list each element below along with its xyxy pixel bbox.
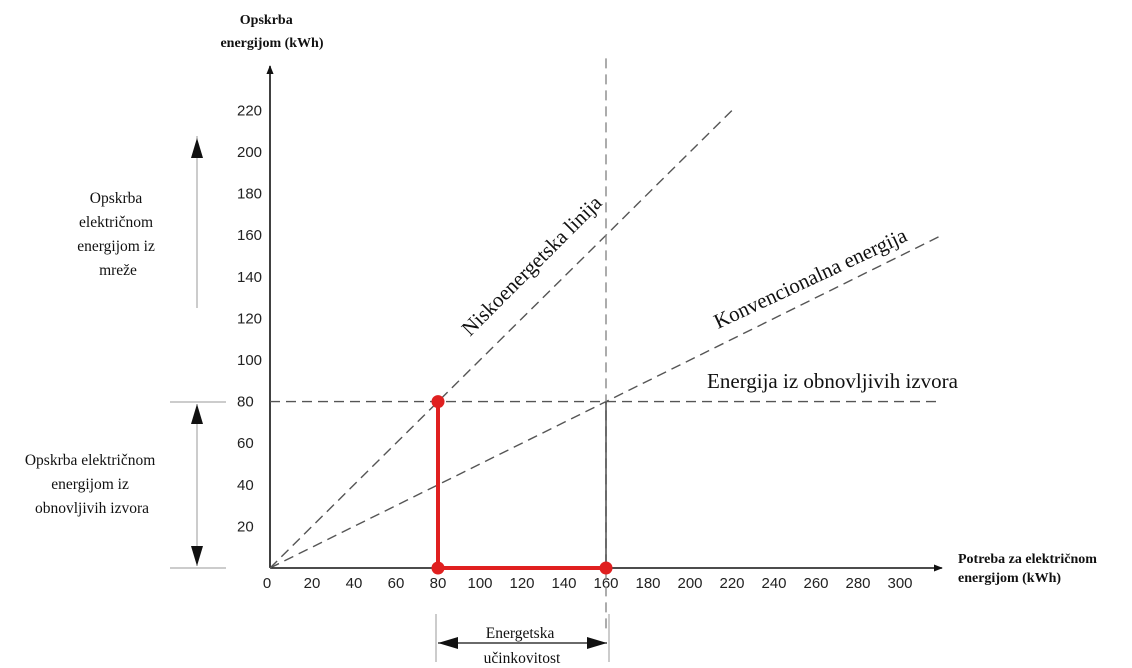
x-tick-label: 200 [677,575,702,592]
y-tick-label: 100 [237,352,262,369]
x-tick-label: 40 [346,575,363,592]
x-axis-label: Potreba za električnom energijom (kWh) [958,552,1100,586]
grid-supply-label: Opskrba električnom energijom iz mreže [77,190,159,279]
x-axis-label-line-2: energijom (kWh) [958,571,1061,586]
y-tick-label: 180 [237,186,262,203]
renewable-supply-label: Opskrba električnom energijom iz obnovlj… [25,452,159,517]
grid-supply-arrowhead [191,138,203,158]
highlight-path [436,401,606,570]
x-tick-label: 0 [263,575,271,592]
x-tick-label: 140 [551,575,576,592]
series-line-niskoenergetska [269,109,733,569]
series-label-konvencionalna: Konvencionalna energija [710,223,911,334]
y-tick-labels: 20 40 60 80 100 120 140 160 180 200 220 [237,102,262,535]
x-tick-label: 180 [635,575,660,592]
x-tick-label: 100 [467,575,492,592]
efficiency-right-arrowhead [587,637,607,649]
grid-supply-label-line-1: Opskrba [90,190,143,207]
y-tick-label: 120 [237,310,262,327]
grid-supply-label-line-4: mreže [99,262,137,279]
x-tick-label: 60 [388,575,405,592]
highlight-path-group [431,395,613,575]
x-tick-label: 220 [719,575,744,592]
efficiency-label-line-2: učinkovitost [484,650,561,667]
x-tick-label: 20 [304,575,321,592]
x-tick-label: 280 [845,575,870,592]
grid-supply-label-line-3: energijom iz [77,238,155,255]
y-tick-label: 220 [237,102,262,119]
series-label-obnovljivih: Energija iz obnovljivih izvora [707,369,959,393]
y-tick-label: 140 [237,269,262,286]
x-tick-label: 80 [430,575,447,592]
highlight-point [431,395,445,409]
y-tick-label: 200 [237,144,262,161]
x-tick-label: 120 [509,575,534,592]
y-tick-label: 40 [237,477,254,494]
renewable-supply-label-line-1: Opskrba električnom [25,452,155,469]
y-tick-label: 60 [237,435,254,452]
renewable-range-top-arrowhead [191,404,203,424]
renewable-range-bottom-arrowhead [191,546,203,566]
y-axis-label-line-1: Opskrba [240,13,293,28]
renewable-supply-label-line-2: energijom iz [51,476,129,493]
y-axis-label-line-2: energijom (kWh) [220,36,323,51]
renewable-supply-label-line-3: obnovljivih izvora [35,500,149,517]
x-tick-label: 240 [761,575,786,592]
x-axis-label-line-1: Potreba za električnom [958,552,1097,567]
y-tick-label: 20 [237,518,254,535]
y-tick-label: 160 [237,227,262,244]
x-tick-labels: 0 20 40 60 80 100 120 140 160 180 200 220 240 260 280 3… [263,575,913,592]
highlight-point [431,561,445,575]
x-tick-label: 300 [887,575,912,592]
efficiency-label-line-1: Energetska [486,625,555,642]
highlight-point [599,561,613,575]
x-tick-label: 260 [803,575,828,592]
series-label-niskoenergetska: Niskoenergetska linija [457,190,607,340]
x-tick-label: 160 [593,575,618,592]
y-tick-label: 80 [237,394,254,411]
efficiency-left-arrowhead [438,637,458,649]
y-axis-label: Opskrba energijom (kWh) [220,13,323,51]
efficiency-label: Energetska učinkovitost [484,625,561,667]
grid-supply-label-line-2: električnom [79,214,153,231]
